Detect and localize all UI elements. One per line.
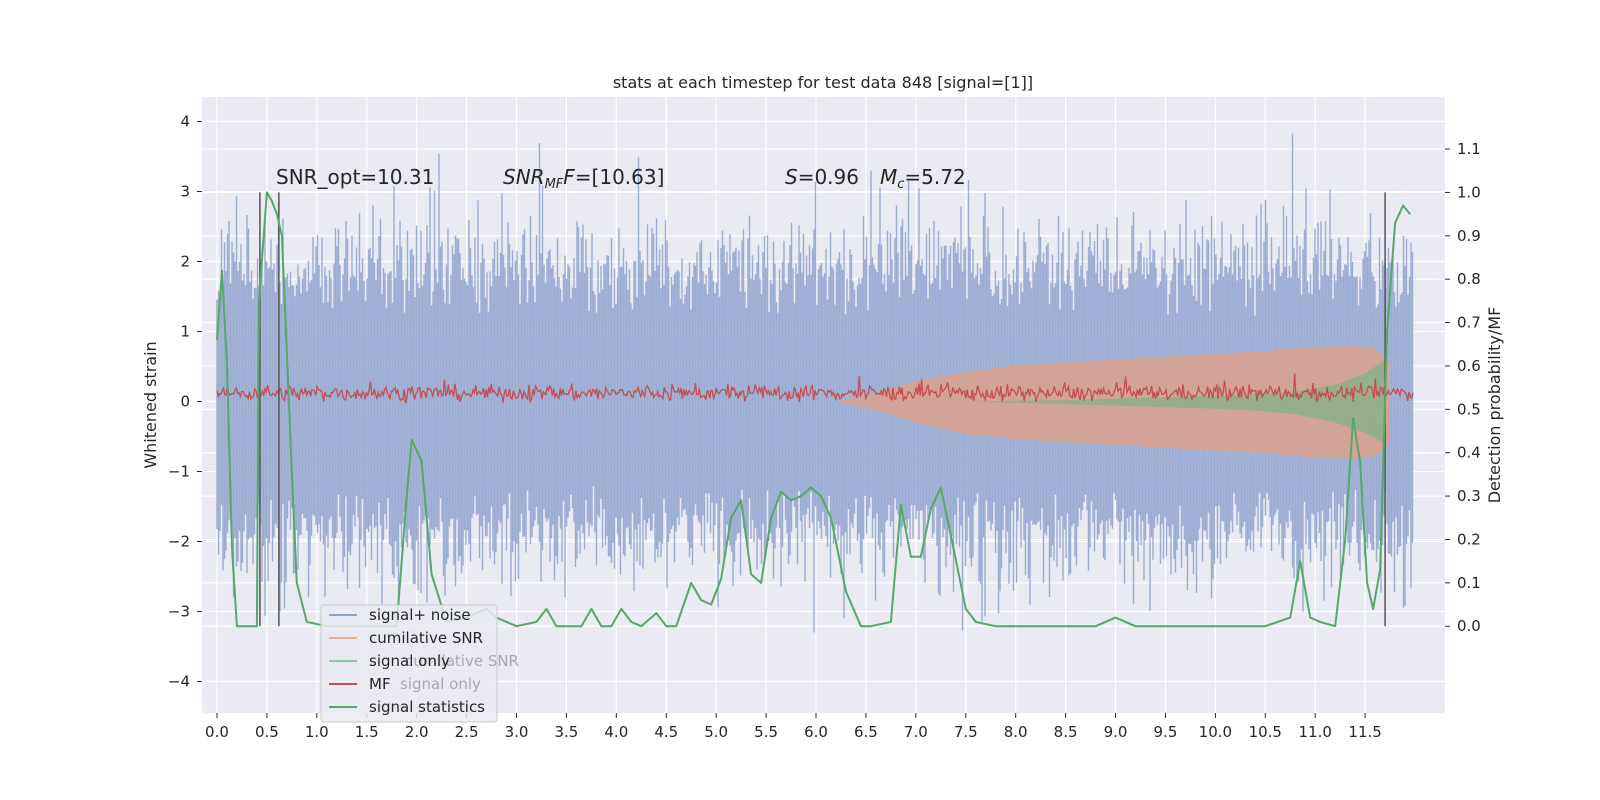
x-tick-label: 8.0 <box>1004 723 1028 741</box>
legend-label: MF <box>369 675 391 693</box>
legend: cumilative SNR signal only signal+ noise… <box>320 604 519 723</box>
y-tick-label: 2 <box>180 253 190 271</box>
x-tick-label: 11.5 <box>1348 723 1381 741</box>
annotation-snr-mf-value: =[10.63] <box>575 165 665 189</box>
plot-area <box>216 133 1414 633</box>
y2-tick-label: 1.1 <box>1457 140 1481 158</box>
y2-tick-label: 0.3 <box>1457 487 1481 505</box>
y2-tick-label: 1.0 <box>1457 183 1481 201</box>
annotation-mc-sub: c <box>897 177 904 192</box>
annotation-mc-value: =5.72 <box>904 165 965 189</box>
y-tick-label: 0 <box>180 393 190 411</box>
x-tick-label: 5.0 <box>704 723 728 741</box>
x-tick-label: 9.0 <box>1104 723 1128 741</box>
signal-only-series <box>965 359 1386 444</box>
y2-tick-label: 0.9 <box>1457 227 1481 245</box>
x-tick-label: 0.5 <box>255 723 279 741</box>
legend-label: cumilative SNR <box>369 629 483 647</box>
annotation-snr-mf: SNRMFF=[10.63] <box>503 165 664 192</box>
x-tick-label: 0.0 <box>205 723 229 741</box>
x-tick-label: 10.5 <box>1249 723 1282 741</box>
y2-tick-label: 0.7 <box>1457 314 1481 332</box>
annotation-snr-mf-f: F <box>563 165 575 189</box>
x-tick-label: 9.5 <box>1154 723 1178 741</box>
x-tick-label: 5.5 <box>754 723 778 741</box>
y2-tick-label: 0.2 <box>1457 530 1481 548</box>
y-tick-label: 3 <box>180 183 190 201</box>
y2-tick-label: 0.5 <box>1457 400 1481 418</box>
chart-title: stats at each timestep for test data 848… <box>613 73 1033 92</box>
y2-axis-label: Detection probability/MF <box>1485 307 1504 504</box>
y-tick-label: −2 <box>168 533 190 551</box>
x-tick-label: 7.5 <box>954 723 978 741</box>
annotation-s: S=0.96 <box>785 165 859 189</box>
legend-items: signal+ noise cumilative SNR signal only MF… <box>329 606 485 716</box>
x-tick-label: 1.5 <box>355 723 379 741</box>
annotation-mc: Mc=5.72 <box>880 165 966 192</box>
legend-label: signal only <box>369 652 450 670</box>
y-tick-label: −4 <box>168 673 190 691</box>
annotation-mc-symbol: M <box>880 165 897 189</box>
mf-series <box>216 373 1414 404</box>
annotation-s-symbol: S <box>785 165 798 189</box>
x-tick-label: 2.0 <box>405 723 429 741</box>
x-tick-label: 7.0 <box>904 723 928 741</box>
legend-label: signal statistics <box>369 698 485 716</box>
x-tick-label: 3.5 <box>554 723 578 741</box>
x-tick-label: 6.0 <box>804 723 828 741</box>
annotation-snr-opt: SNR_opt=10.31 <box>276 165 434 189</box>
x-tick-label: 6.5 <box>854 723 878 741</box>
x-tick-label: 10.0 <box>1199 723 1232 741</box>
y-tick-label: −1 <box>168 463 190 481</box>
y-axis-label: Whitened strain <box>141 341 160 468</box>
annotation-snr-mf-symbol: SNR <box>503 165 545 189</box>
y2-tick-label: 0.8 <box>1457 270 1481 288</box>
x-tick-label: 4.0 <box>604 723 628 741</box>
annotation-snr-mf-sub: MF <box>545 177 564 192</box>
axes: 0.0 0.5 1.0 1.5 2.0 2.5 3.0 3.5 4.0 4.5 5.0 5.5 6.0 6… <box>168 113 1481 742</box>
x-tick-label: 8.5 <box>1054 723 1078 741</box>
y2-tick-label: 0.0 <box>1457 617 1481 635</box>
x-tick-label: 3.0 <box>505 723 529 741</box>
legend-box <box>320 604 498 723</box>
y2-tick-label: 0.6 <box>1457 357 1481 375</box>
annotation-s-value: =0.96 <box>798 165 859 189</box>
x-tick-label: 2.5 <box>455 723 479 741</box>
y-tick-label: 1 <box>180 323 190 341</box>
y-tick-label: −3 <box>168 603 190 621</box>
legend-ghost-label: signal only <box>400 675 481 693</box>
y2-tick-label: 0.4 <box>1457 444 1481 462</box>
y2-tick-label: 0.1 <box>1457 574 1481 592</box>
legend-ghost-label: cumilative SNR <box>405 652 519 670</box>
x-tick-label: 4.5 <box>654 723 678 741</box>
legend-label: signal+ noise <box>369 606 471 624</box>
x-tick-label: 1.0 <box>305 723 329 741</box>
x-tick-label: 11.0 <box>1299 723 1332 741</box>
y-tick-label: 4 <box>180 113 190 131</box>
